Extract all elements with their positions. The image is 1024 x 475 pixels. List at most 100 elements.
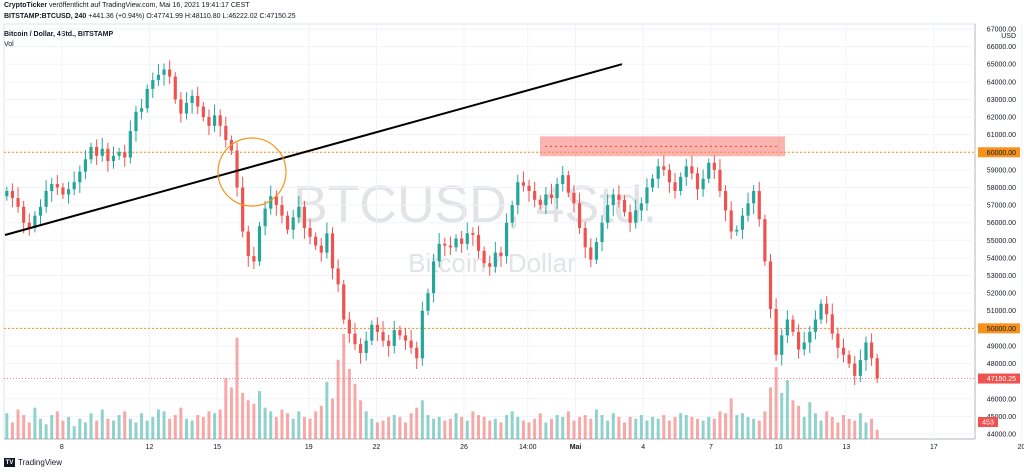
candle-body <box>493 252 497 267</box>
candle-body <box>100 148 104 156</box>
candle-body <box>280 205 284 216</box>
candle-body <box>577 203 582 228</box>
volume-bar <box>128 418 132 439</box>
volume-bar <box>628 416 632 439</box>
y-tick-label: 59000.00 <box>987 167 1016 174</box>
volume-bar <box>791 400 795 439</box>
candle-body <box>606 205 610 223</box>
candle-body <box>330 233 335 269</box>
volume-bar <box>5 413 9 439</box>
volume-bar <box>802 416 806 439</box>
change-value: +441.36 (+0.94%) <box>88 13 145 20</box>
candle-body <box>364 340 368 353</box>
candle-body <box>156 74 161 81</box>
x-tick-label: 19 <box>305 444 313 451</box>
candle-body <box>16 198 20 207</box>
volume-bar <box>572 420 576 439</box>
candle-body <box>847 354 851 364</box>
volume-bar <box>875 429 879 439</box>
volume-bar <box>864 422 868 439</box>
candle-body <box>443 243 447 246</box>
candle-body <box>673 182 677 191</box>
candle-body <box>690 166 694 174</box>
candle-body <box>448 245 453 248</box>
volume-bar <box>89 413 93 439</box>
candle-body <box>111 155 116 162</box>
volume-bar <box>78 418 82 439</box>
candle-body <box>723 191 728 211</box>
candle-body <box>549 194 554 199</box>
last-volume-label: 453 <box>982 420 994 427</box>
volume-bar <box>331 398 334 439</box>
breakout-highlight-circle[interactable] <box>217 137 287 207</box>
last-volume-label-bg <box>978 417 998 427</box>
candle-body <box>858 360 862 376</box>
volume-bar <box>780 392 784 439</box>
candle-body <box>10 191 15 199</box>
level-price-label: 50000.00 <box>987 326 1016 333</box>
volume-bar <box>286 413 290 439</box>
volume-bar <box>201 416 205 439</box>
volume-bar <box>246 400 250 439</box>
candle-body <box>583 227 587 248</box>
candle-body <box>173 76 177 100</box>
volume-bar <box>185 418 188 439</box>
candle-body <box>263 208 267 227</box>
volume-bar <box>39 418 42 439</box>
candle-body <box>628 212 632 223</box>
resistance-zone[interactable] <box>540 136 785 157</box>
volume-bar <box>454 413 458 439</box>
volume-bar <box>10 422 14 439</box>
candle-body <box>190 95 194 103</box>
volume-bar <box>55 411 59 439</box>
candle-body <box>656 166 660 179</box>
volume-bar <box>44 424 48 439</box>
volume-bar <box>224 378 228 439</box>
volume-bar <box>168 418 172 439</box>
candle-body <box>600 222 604 243</box>
volume-bar <box>757 420 761 439</box>
watermark-sub: Bitcoin / Dollar <box>408 248 576 278</box>
candle-body <box>241 187 245 232</box>
candle-body <box>667 169 672 183</box>
candle-body <box>151 80 155 89</box>
tradingview-logo-icon[interactable]: TV <box>4 458 15 467</box>
candle-body <box>662 166 666 170</box>
footer-brand[interactable]: TradingView <box>18 458 63 467</box>
candle-body <box>718 169 722 191</box>
volume-bar <box>409 413 413 439</box>
candle-body <box>61 187 65 195</box>
volume-bar <box>651 416 655 439</box>
x-tick-label: Mai <box>570 444 582 451</box>
volume-bar <box>353 383 357 439</box>
last-price-label-bg <box>978 373 1020 384</box>
volume-bar <box>785 380 789 439</box>
low-value: 46222.02 <box>228 13 258 20</box>
y-tick-label: 55000.00 <box>987 238 1016 245</box>
volume-bar <box>797 405 801 439</box>
candle-body <box>488 263 492 267</box>
author-name[interactable]: CryptoTicker <box>4 2 48 9</box>
candle-body <box>707 162 711 179</box>
candle-body <box>117 152 121 156</box>
volume-bar <box>594 409 598 439</box>
candle-body <box>179 99 183 114</box>
volume-bar <box>752 418 756 439</box>
volume-bar <box>673 416 677 439</box>
y-tick-label: 67000.00 <box>987 27 1016 34</box>
candle-body <box>544 194 548 206</box>
volume-bar <box>443 420 447 439</box>
volume-bar <box>712 418 716 439</box>
candle-body <box>353 333 357 345</box>
candle-body <box>83 159 88 172</box>
candle-body <box>123 152 127 158</box>
trendline[interactable] <box>4 63 623 236</box>
volume-bar <box>634 418 638 439</box>
volume-bar <box>527 422 531 439</box>
candle-body <box>521 182 526 186</box>
volume-bar <box>600 415 604 439</box>
candle-body <box>611 194 615 206</box>
volume-bar <box>156 409 160 439</box>
volume-bar <box>724 413 728 439</box>
